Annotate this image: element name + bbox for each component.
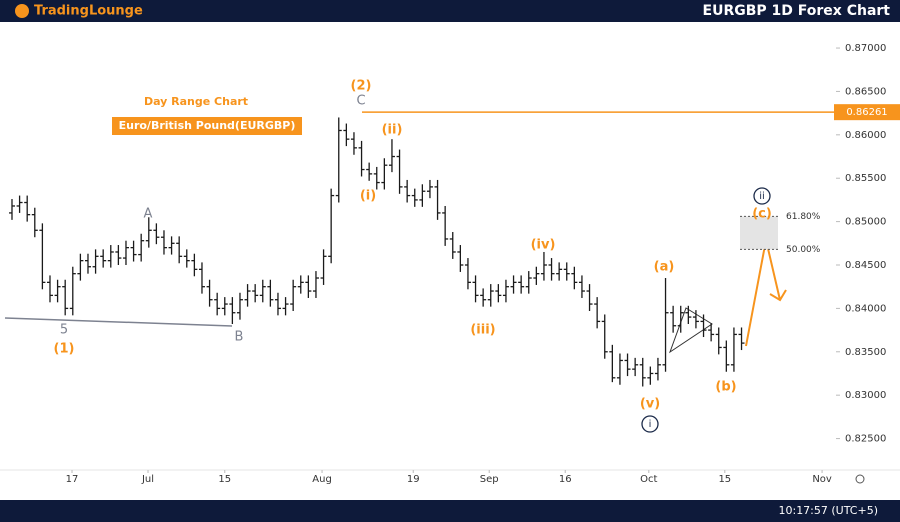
instrument-box: [112, 117, 302, 135]
logo: TradingLounge: [34, 4, 143, 19]
y-tick-label: 0.86000: [845, 130, 886, 141]
instrument: Euro/British Pound(EURGBP): [119, 119, 296, 132]
page-title: EURGBP 1D Forex Chart: [703, 3, 891, 19]
clock: 10:17:57 (UTC+5): [778, 504, 878, 517]
y-tick-label: 0.87000: [845, 43, 886, 54]
wave-label: (a): [654, 260, 675, 275]
y-tick-label: 0.85500: [845, 173, 886, 184]
y-tick-label: 0.83500: [845, 347, 886, 358]
wave-label: (1): [54, 342, 75, 357]
trend-line: [4, 317, 233, 327]
wave-label: (v): [640, 397, 660, 412]
x-tick-label: Aug: [312, 474, 332, 485]
x-tick-label: 17: [66, 474, 79, 485]
price-tag: [834, 104, 900, 121]
wave-label: (b): [715, 380, 736, 395]
wave-label: C: [356, 94, 365, 109]
settings-icon: [855, 474, 865, 484]
x-tick-label: 16: [559, 474, 572, 485]
x-tick-label: 15: [718, 474, 731, 485]
wave-label: A: [144, 207, 153, 222]
x-tick-label: Oct: [640, 474, 657, 485]
y-tick-label: 0.83000: [845, 390, 886, 401]
wave-label: (2): [351, 79, 372, 94]
wave-circle: [753, 187, 771, 205]
triangle: [669, 307, 713, 354]
x-tick-label: 19: [407, 474, 420, 485]
fib-label: 61.80%: [786, 212, 821, 222]
x-tick-label: Jul: [141, 474, 154, 485]
y-tick-label: 0.84000: [845, 303, 886, 314]
wave-label: (i): [360, 189, 376, 204]
x-tick-label: Nov: [812, 474, 832, 485]
y-tick-label: 0.86500: [845, 86, 886, 97]
wave-label: (ii): [382, 123, 403, 138]
wave-label: (iv): [531, 238, 556, 253]
wave-label: (iii): [470, 323, 495, 338]
footer-bar: [0, 500, 900, 522]
wave-label: ii: [759, 191, 765, 202]
wave-label: B: [235, 330, 244, 345]
y-tick-label: 0.82500: [845, 434, 886, 445]
wave-circle: [641, 415, 659, 433]
wave-label: i: [649, 419, 652, 430]
x-tick-label: 15: [218, 474, 231, 485]
fib-label: 50.00%: [786, 245, 821, 255]
wave-label: (c): [752, 207, 772, 222]
y-tick-label: 0.84500: [845, 260, 886, 271]
logo-icon: [15, 4, 29, 18]
projection-arrow: [769, 289, 787, 302]
fib-zone: [740, 216, 778, 250]
wave-label: 5: [60, 323, 68, 338]
header-bar: [0, 0, 900, 22]
price-tag-label: 0.86261: [846, 107, 887, 118]
x-tick-label: Sep: [480, 474, 499, 485]
y-tick-label: 0.85000: [845, 217, 886, 228]
chart-subtitle: Day Range Chart: [144, 95, 248, 108]
projection: [745, 239, 781, 347]
